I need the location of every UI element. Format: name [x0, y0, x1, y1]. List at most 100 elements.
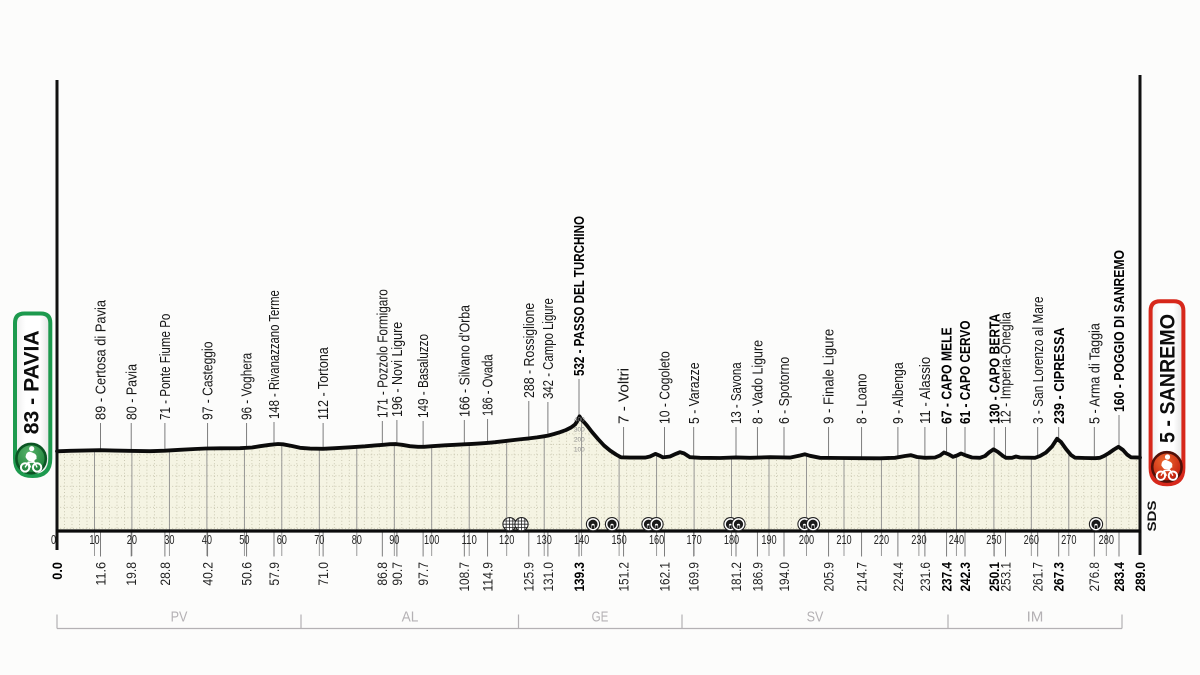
svg-text:342 - Campo Ligure: 342 - Campo Ligure [541, 298, 557, 399]
svg-text:250: 250 [986, 533, 1001, 547]
svg-text:0: 0 [51, 533, 56, 547]
svg-text:214.7: 214.7 [855, 562, 870, 592]
svg-text:96 - Voghera: 96 - Voghera [240, 352, 256, 420]
svg-text:90.7: 90.7 [390, 562, 405, 586]
svg-text:3 - San Lorenzo al Mare: 3 - San Lorenzo al Mare [1031, 297, 1047, 425]
svg-text:210: 210 [836, 533, 851, 547]
svg-text:261.7: 261.7 [1031, 562, 1046, 592]
svg-text:139.3: 139.3 [572, 562, 587, 592]
svg-text:89 - Certosa di Pavia: 89 - Certosa di Pavia [94, 299, 110, 420]
svg-text:108.7: 108.7 [457, 562, 472, 592]
svg-text:30: 30 [164, 533, 174, 547]
svg-text:50.6: 50.6 [240, 562, 255, 586]
svg-text:186.9: 186.9 [750, 562, 765, 592]
svg-text:224.4: 224.4 [891, 562, 906, 592]
svg-text:160: 160 [649, 533, 664, 547]
svg-text:280: 280 [1099, 533, 1114, 547]
svg-text:7 - Voltri: 7 - Voltri [617, 368, 633, 424]
svg-text:130 - CAPO BERTA: 130 - CAPO BERTA [987, 313, 1003, 424]
svg-text:140: 140 [574, 533, 589, 547]
svg-text:86.8: 86.8 [375, 562, 390, 586]
svg-text:149 - Basaluzzo: 149 - Basaluzzo [416, 334, 432, 418]
svg-text:131.0: 131.0 [541, 562, 556, 592]
svg-text:GE: GE [592, 610, 609, 626]
svg-text:166 - Silvano d'Orba: 166 - Silvano d'Orba [457, 304, 473, 417]
svg-text:267.3: 267.3 [1052, 562, 1067, 592]
svg-text:AL: AL [402, 610, 419, 626]
svg-text:80 - Pavia: 80 - Pavia [124, 363, 140, 420]
svg-text:80: 80 [352, 533, 362, 547]
svg-text:112 - Tortona: 112 - Tortona [316, 346, 332, 420]
svg-text:57.9: 57.9 [267, 562, 282, 586]
svg-text:400: 400 [574, 417, 585, 424]
svg-text:20: 20 [127, 533, 137, 547]
svg-text:205.9: 205.9 [822, 562, 837, 592]
svg-text:12 - Imperia-Oneglia: 12 - Imperia-Oneglia [999, 311, 1015, 424]
svg-text:237.4: 237.4 [940, 562, 955, 592]
svg-text:9 - Finale Ligure: 9 - Finale Ligure [822, 329, 838, 424]
svg-text:250.1: 250.1 [987, 562, 1002, 592]
svg-text:186 - Ovada: 186 - Ovada [481, 354, 497, 416]
svg-text:260: 260 [1024, 533, 1039, 547]
svg-text:71 - Ponte Fiume Po: 71 - Ponte Fiume Po [158, 314, 174, 420]
svg-text:125.9: 125.9 [522, 562, 537, 592]
svg-text:114.9: 114.9 [481, 562, 496, 592]
svg-text:270: 270 [1061, 533, 1076, 547]
svg-text:276.8: 276.8 [1087, 562, 1102, 592]
svg-text:SV: SV [807, 610, 824, 626]
svg-text:IM: IM [1027, 610, 1044, 626]
svg-text:120: 120 [499, 533, 514, 547]
svg-text:230: 230 [911, 533, 926, 547]
svg-text:180: 180 [724, 533, 739, 547]
svg-text:97 - Casteggio: 97 - Casteggio [201, 342, 217, 420]
svg-text:110: 110 [462, 533, 477, 547]
svg-text:283.4: 283.4 [1112, 562, 1127, 592]
svg-text:70: 70 [314, 533, 324, 547]
svg-text:532 - PASSO DEL TURCHINO: 532 - PASSO DEL TURCHINO [572, 216, 588, 376]
svg-text:160 - POGGIO DI SANREMO: 160 - POGGIO DI SANREMO [1112, 250, 1128, 412]
svg-text:90: 90 [389, 533, 399, 547]
svg-text:11 - Alassio: 11 - Alassio [918, 357, 934, 424]
svg-text:5 - Arma di Taggia: 5 - Arma di Taggia [1087, 322, 1103, 424]
svg-text:150: 150 [611, 533, 626, 547]
svg-text:9 - Albenga: 9 - Albenga [891, 362, 907, 424]
svg-text:289.0: 289.0 [1133, 562, 1148, 592]
svg-text:148 - Rivanazzano Terme: 148 - Rivanazzano Terme [267, 290, 283, 419]
svg-text:0.0: 0.0 [50, 562, 65, 580]
svg-text:28.8: 28.8 [158, 562, 173, 586]
svg-text:8 - Loano: 8 - Loano [855, 374, 871, 424]
svg-text:130: 130 [537, 533, 552, 547]
svg-text:288 - Rossiglione: 288 - Rossiglione [522, 303, 538, 398]
svg-text:60: 60 [277, 533, 287, 547]
svg-text:194.0: 194.0 [777, 562, 792, 592]
svg-text:67 - CAPO MELE: 67 - CAPO MELE [940, 327, 956, 424]
svg-text:190: 190 [761, 533, 776, 547]
svg-text:240: 240 [949, 533, 964, 547]
svg-text:200: 200 [574, 437, 585, 444]
svg-text:11.6: 11.6 [93, 562, 108, 586]
svg-text:169.9: 169.9 [687, 562, 702, 592]
svg-text:6 - Spotorno: 6 - Spotorno [777, 357, 793, 424]
svg-text:10 - Cogoleto: 10 - Cogoleto [658, 351, 674, 424]
svg-text:13 - Savona: 13 - Savona [729, 362, 745, 424]
svg-text:61 - CAPO CERVO: 61 - CAPO CERVO [958, 321, 974, 425]
svg-text:71.0: 71.0 [316, 562, 331, 586]
svg-text:40.2: 40.2 [201, 562, 216, 586]
svg-text:19.8: 19.8 [124, 562, 139, 586]
svg-text:83 - PAVIA: 83 - PAVIA [21, 330, 44, 434]
svg-text:151.2: 151.2 [617, 562, 632, 592]
svg-text:97.7: 97.7 [416, 562, 431, 586]
svg-text:239 - CIPRESSA: 239 - CIPRESSA [1052, 327, 1068, 424]
svg-text:PV: PV [171, 610, 188, 626]
svg-text:253.1: 253.1 [998, 562, 1013, 592]
svg-text:8 - Vado Ligure: 8 - Vado Ligure [751, 340, 767, 424]
svg-text:242.3: 242.3 [958, 562, 973, 592]
svg-text:5 - Varazze: 5 - Varazze [687, 362, 703, 424]
svg-text:162.1: 162.1 [657, 562, 672, 592]
svg-text:220: 220 [874, 533, 889, 547]
svg-text:196 - Novi Ligure: 196 - Novi Ligure [390, 322, 406, 417]
svg-text:5 - SANREMO: 5 - SANREMO [1157, 314, 1180, 443]
svg-text:200: 200 [799, 533, 814, 547]
svg-text:181.2: 181.2 [729, 562, 744, 592]
svg-text:231.6: 231.6 [918, 562, 933, 592]
